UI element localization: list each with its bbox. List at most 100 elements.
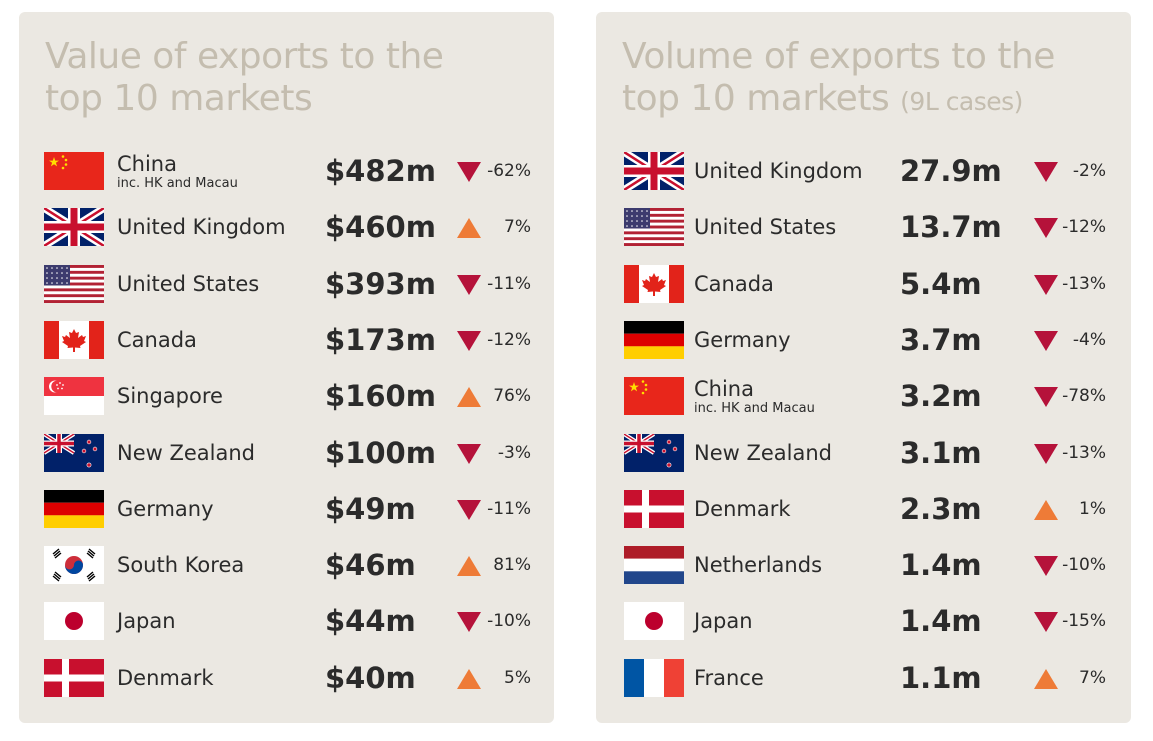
country-label: New Zealand [694, 440, 832, 465]
value-label: $46m [325, 548, 416, 583]
country-name: New Zealand [694, 432, 832, 474]
table-row: France 1.1m 7% [596, 657, 1131, 699]
country-label: United Kingdom [694, 159, 863, 183]
country-name: Singapore [117, 375, 223, 417]
country-label: New Zealand [117, 440, 255, 465]
table-row: Germany $49m -11% [19, 488, 554, 530]
value-label: $482m [325, 154, 436, 188]
china-flag-icon [44, 152, 104, 190]
value-label: 3.2m [900, 379, 982, 414]
country-name: Netherlands [694, 544, 822, 586]
table-row: South Korea $46m 81% [19, 544, 554, 586]
table-row: United Kingdom 27.9m -2% [596, 150, 1131, 192]
value-label: 13.7m [900, 210, 1002, 245]
table-row: Canada $173m -12% [19, 319, 554, 361]
country-label: China [694, 376, 754, 401]
triangle-up-icon [457, 218, 481, 239]
change-label: 76% [493, 386, 531, 407]
title-line-2: top 10 markets [45, 78, 313, 119]
change-label: -12% [1062, 217, 1106, 238]
japan-flag-icon [44, 602, 104, 641]
change-label: -2% [1072, 161, 1106, 181]
value-label: 1.1m [900, 660, 982, 695]
table-row: Denmark 2.3m 1% [596, 488, 1131, 530]
value-label: 27.9m [900, 154, 1002, 188]
value-label: $40m [325, 660, 416, 695]
value-label: 3.7m [900, 322, 982, 357]
country-label: United States [694, 215, 837, 240]
china-flag-icon [624, 377, 684, 416]
triangle-down-icon [1034, 443, 1058, 464]
table-row: China inc. HK and Macau 3.2m -78% [596, 375, 1131, 417]
triangle-down-icon [1034, 556, 1058, 577]
japan-flag-icon [624, 602, 684, 641]
change-label: 1% [1079, 498, 1106, 519]
value-label: $460m [325, 210, 436, 245]
volume-exports-panel: Volume of exports to the top 10 markets … [596, 12, 1131, 723]
table-row: Denmark $40m 5% [19, 657, 554, 699]
denmark-flag-icon [624, 489, 684, 528]
change-label: -13% [1062, 442, 1106, 463]
country-label: United Kingdom [117, 215, 286, 240]
country-label: China [117, 151, 177, 176]
country-label: Netherlands [694, 553, 823, 578]
triangle-up-icon [457, 556, 481, 577]
triangle-down-icon [457, 330, 481, 351]
germany-flag-icon [44, 489, 104, 528]
country-label: Japan [694, 609, 753, 634]
triangle-down-icon [457, 162, 481, 182]
country-label: Denmark [117, 665, 214, 690]
country-name: Germany [117, 488, 214, 530]
table-row: United Kingdom $460m 7% [19, 206, 554, 248]
triangle-down-icon [1034, 162, 1058, 182]
country-name: Denmark [117, 657, 214, 699]
change-label: 7% [1079, 667, 1106, 688]
country-name: New Zealand [117, 432, 255, 474]
denmark-flag-icon [44, 658, 104, 697]
change-label: -15% [1062, 611, 1106, 632]
change-label: -3% [497, 442, 531, 463]
value-exports-title: Value of exports to the top 10 markets [45, 36, 444, 120]
country-name: South Korea [117, 544, 244, 586]
country-label: Canada [694, 271, 774, 296]
change-label: -10% [1062, 555, 1106, 576]
country-label: Germany [117, 496, 214, 521]
singapore-flag-icon [44, 377, 104, 416]
country-label: Canada [117, 327, 197, 352]
table-row: Japan $44m -10% [19, 600, 554, 642]
triangle-up-icon [457, 387, 481, 408]
country-name: Canada [694, 263, 774, 305]
change-label: -11% [487, 498, 531, 519]
country-label: Japan [117, 609, 176, 634]
country-name: United Kingdom [117, 206, 286, 248]
table-row: Japan 1.4m -15% [596, 600, 1131, 642]
triangle-up-icon [457, 668, 481, 689]
value-label: $44m [325, 604, 416, 639]
country-name: Canada [117, 319, 197, 361]
triangle-down-icon [1034, 274, 1058, 295]
country-name: United Kingdom [694, 150, 863, 192]
change-label: -11% [487, 273, 531, 294]
triangle-down-icon [457, 443, 481, 464]
value-exports-panel: Value of exports to the top 10 markets C… [19, 12, 554, 723]
title-line-1: Volume of exports to the [622, 36, 1055, 77]
triangle-down-icon [457, 274, 481, 295]
country-label: France [694, 665, 764, 690]
netherlands-flag-icon [624, 546, 684, 585]
value-label: $100m [325, 435, 436, 470]
country-name: United States [694, 206, 836, 248]
triangle-down-icon [1034, 387, 1058, 408]
change-label: -4% [1072, 329, 1106, 350]
triangle-down-icon [1034, 330, 1058, 351]
new-zealand-flag-icon [44, 433, 104, 472]
value-label: 5.4m [900, 266, 982, 301]
table-row: Singapore $160m 76% [19, 375, 554, 417]
table-row: New Zealand $100m -3% [19, 432, 554, 474]
country-name: United States [117, 263, 259, 305]
country-label: Germany [694, 327, 791, 352]
country-label: Denmark [694, 496, 791, 521]
table-row: China inc. HK and Macau $482m -62% [19, 150, 554, 192]
usa-flag-icon [624, 208, 684, 247]
germany-flag-icon [624, 320, 684, 359]
country-label: United States [117, 271, 260, 296]
